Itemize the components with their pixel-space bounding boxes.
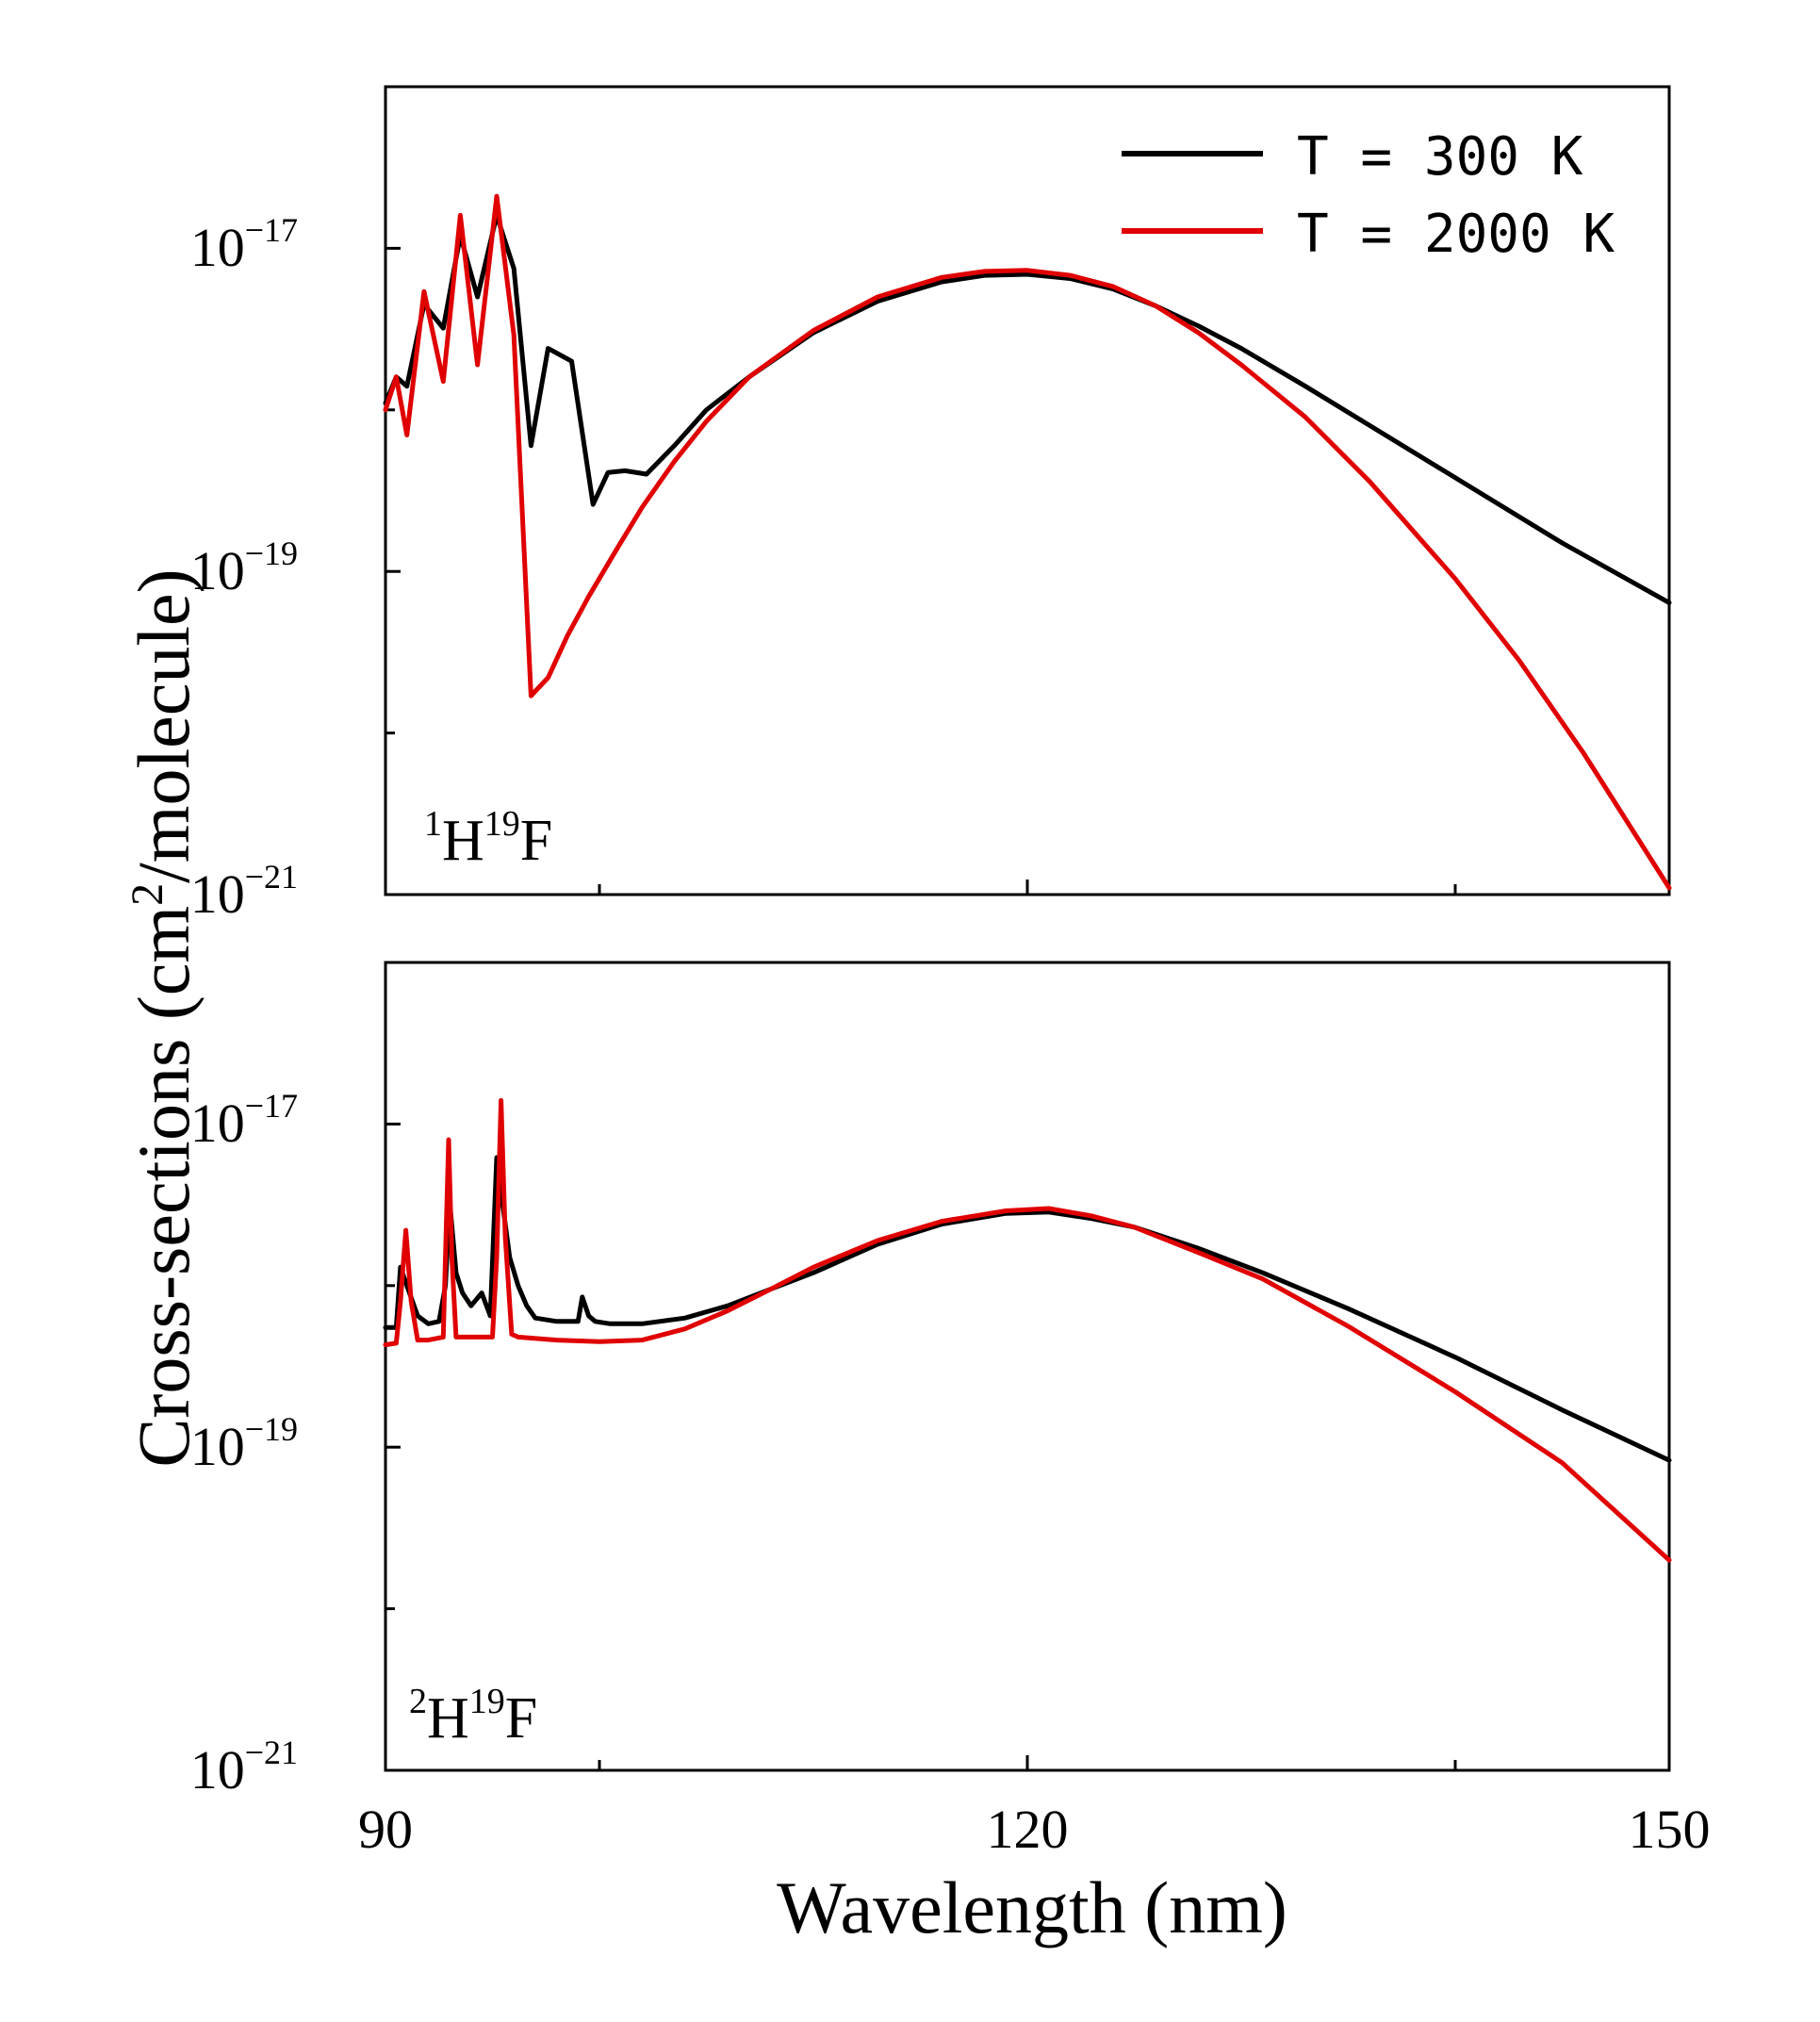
- panel-2HF-label: 2H19F: [409, 1682, 537, 1751]
- y-tick-label-1e-17: 10−17: [190, 211, 298, 278]
- panel-2HF-y-tick-labels: 10−17 10−19 10−21: [190, 1087, 298, 1800]
- x-tick-label-150: 150: [1629, 1799, 1711, 1860]
- panel-2HF-series: [383, 1097, 1672, 1563]
- panel-1HF-label-f: F: [520, 809, 552, 873]
- x-axis-title: Wavelength (nm): [777, 1866, 1287, 1948]
- panel-2HF-label-f: F: [505, 1686, 537, 1751]
- y-tick-exp: −19: [245, 534, 298, 572]
- y-tick-label-1e-19: 10−19: [190, 1410, 298, 1477]
- panel-1HF-y-tick-labels: 10−17 10−19 10−21: [190, 211, 298, 925]
- panel-1HF-label-mass: 1: [424, 804, 442, 844]
- panel-2HF-ticks: [385, 961, 1457, 1772]
- legend: T = 300 K T = 2000 K: [1122, 126, 1615, 265]
- panel-2HF-label-fsup: 19: [469, 1682, 505, 1721]
- y-tick-base: 10: [190, 1093, 245, 1154]
- panel-1HF-label-fsup: 19: [484, 804, 520, 844]
- series-line-2000K: [383, 1097, 1672, 1563]
- y-tick-exp: −21: [245, 858, 298, 896]
- panel-1HF-ticks: [385, 85, 1457, 896]
- y-tick-label-1e-21: 10−21: [190, 858, 298, 925]
- panel-1HF-label-h: H: [442, 809, 484, 873]
- panel-2HF: 2H19F 10−17 10−19 10−21 90 120 150: [190, 961, 1711, 1860]
- x-tick-label-120: 120: [987, 1799, 1069, 1860]
- panel-1HF-label: 1H19F: [424, 804, 552, 873]
- y-axis-title-post: /molecule): [123, 568, 205, 883]
- panel-1HF-series: [383, 193, 1672, 891]
- y-tick-exp: −19: [245, 1410, 298, 1448]
- series-line-2000K: [383, 193, 1672, 891]
- y-tick-base: 10: [190, 863, 245, 925]
- y-tick-base: 10: [190, 1416, 245, 1477]
- y-tick-label-1e-19: 10−19: [190, 534, 298, 601]
- series-line-300K: [383, 1155, 1672, 1463]
- y-tick-exp: −17: [245, 211, 298, 249]
- y-axis-title-pre: Cross-sections (cm: [123, 906, 205, 1468]
- x-tick-labels: 90 120 150: [358, 1799, 1711, 1860]
- y-tick-base: 10: [190, 540, 245, 601]
- panel-2HF-label-mass: 2: [409, 1682, 427, 1721]
- y-tick-base: 10: [190, 217, 245, 278]
- panel-2HF-label-h: H: [427, 1686, 469, 1751]
- y-tick-label-1e-17: 10−17: [190, 1087, 298, 1154]
- series-line-300K: [383, 212, 1672, 605]
- y-tick-label-1e-21: 10−21: [190, 1734, 298, 1800]
- y-axis-title: Cross-sections (cm2/molecule): [123, 568, 205, 1467]
- x-tick-label-90: 90: [358, 1799, 413, 1860]
- y-tick-base: 10: [190, 1739, 245, 1800]
- y-axis-title-sup: 2: [123, 883, 172, 906]
- y-tick-exp: −17: [245, 1087, 298, 1125]
- legend-label-2000K: T = 2000 K: [1297, 204, 1615, 265]
- y-tick-exp: −21: [245, 1734, 298, 1771]
- panel-1HF: 1H19F 10−17 10−19 10−21: [190, 85, 1672, 925]
- legend-label-300K: T = 300 K: [1297, 126, 1583, 188]
